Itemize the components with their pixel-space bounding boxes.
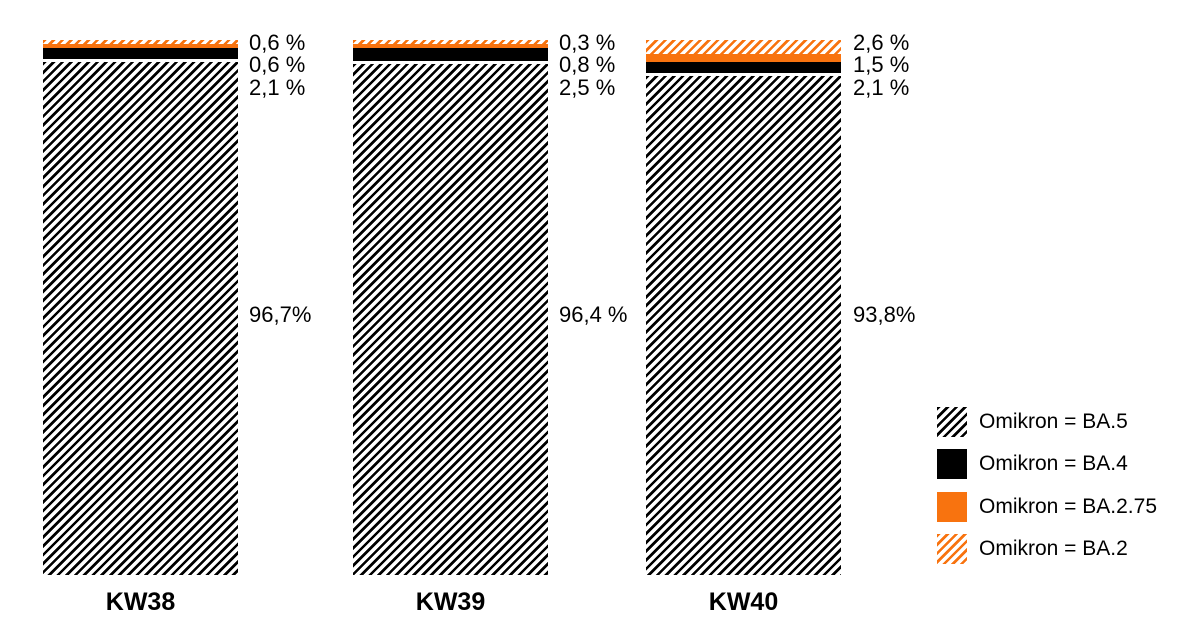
legend-label-ba2: Omikron = BA.2 [979,537,1128,560]
legend-label-ba5: Omikron = BA.5 [979,410,1128,433]
value-label-ba275: 1,5 % [853,52,910,78]
legend-swatch-ba5 [937,407,967,437]
legend-swatch-ba2 [937,534,967,564]
legend-item-ba5: Omikron = BA.5 [937,407,1128,437]
bar-kw40 [646,40,841,575]
segment-ba2 [353,40,548,44]
legend-item-ba275: Omikron = BA.2.75 [937,492,1157,522]
segment-separator [353,61,548,64]
category-label-kw39: KW39 [415,588,486,616]
bar-kw38 [43,40,238,575]
legend-label-ba4: Omikron = BA.4 [979,452,1128,475]
segment-ba4 [646,62,841,73]
segment-ba2 [43,40,238,44]
value-label-ba4: 2,1 % [853,74,910,100]
legend-label-ba275: Omikron = BA.2.75 [979,495,1157,518]
bar-kw39 [353,40,548,575]
category-label-kw38: KW38 [105,588,176,616]
value-label-ba275: 0,6 % [249,52,306,78]
segment-separator [646,73,841,76]
legend-item-ba4: Omikron = BA.4 [937,449,1128,479]
value-label-ba2: 0,3 % [559,30,616,55]
segment-ba5 [353,64,548,575]
value-label-ba2: 2,6 % [853,30,910,55]
segment-ba275 [43,44,238,48]
segment-ba5 [646,76,841,575]
legend-swatch-ba275 [937,492,967,522]
value-label-ba5-kw39: 96,4 % [559,302,628,327]
value-label-ba2: 0,6 % [249,30,306,55]
segment-ba275 [646,54,841,62]
value-label-ba4: 2,1 % [249,74,306,100]
value-label-ba275: 0,8 % [559,52,616,78]
legend-swatch-ba4 [937,449,967,479]
value-label-ba4: 2,5 % [559,74,616,100]
legend-item-ba2: Omikron = BA.2 [937,534,1128,564]
segment-ba275 [353,44,548,48]
top-value-labels-kw40: 2,6 % 1,5 % 2,1 % [853,30,910,100]
value-label-ba5-kw40: 93,8% [853,302,916,327]
category-label-kw40: KW40 [708,588,779,616]
top-value-labels-kw38: 0,6 % 0,6 % 2,1 % [249,30,306,100]
top-value-labels-kw39: 0,3 % 0,8 % 2,5 % [559,30,616,100]
segment-ba4 [43,48,238,59]
value-label-ba5-kw38: 96,7% [249,302,312,327]
segment-ba5 [43,62,238,575]
segment-ba4 [353,48,548,61]
segment-separator [43,59,238,62]
segment-ba2 [646,40,841,54]
